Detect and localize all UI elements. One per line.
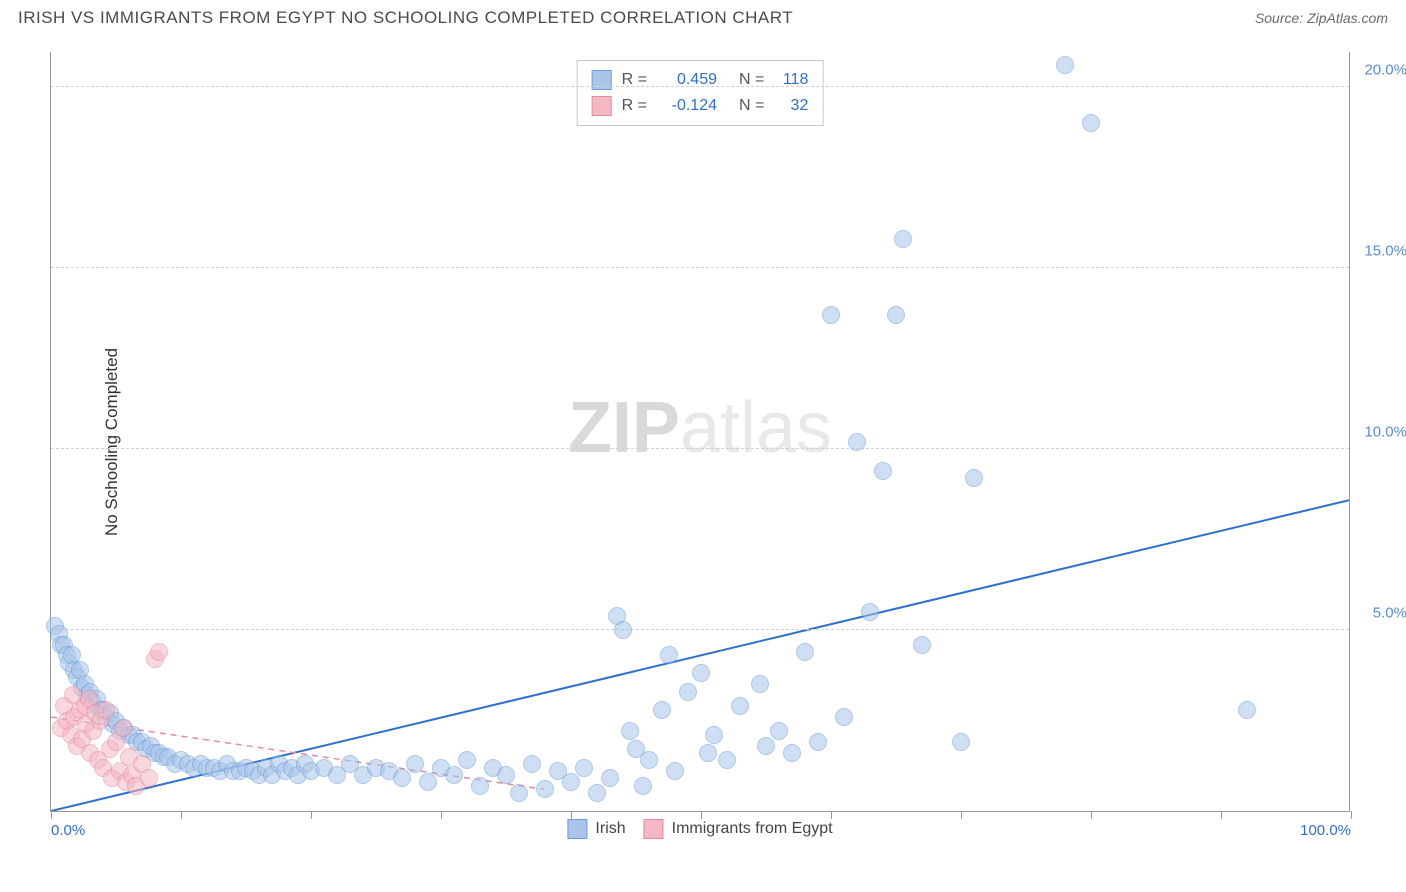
- legend-series: Irish Immigrants from Egypt: [567, 819, 832, 839]
- x-tick: [311, 811, 312, 819]
- data-point: [692, 664, 710, 682]
- data-point: [848, 433, 866, 451]
- data-point: [97, 701, 115, 719]
- data-point: [497, 766, 515, 784]
- x-tick: [1221, 811, 1222, 819]
- x-tick: [1091, 811, 1092, 819]
- data-point: [1238, 701, 1256, 719]
- chart-container: No Schooling Completed ZIPatlas R = 0.45…: [50, 42, 1390, 842]
- r-value-irish: 0.459: [657, 67, 717, 93]
- data-point: [523, 755, 541, 773]
- data-point: [770, 722, 788, 740]
- data-point: [621, 722, 639, 740]
- y-tick-label: 20.0%: [1364, 62, 1406, 79]
- n-value-egypt: 32: [774, 93, 808, 119]
- data-point: [874, 462, 892, 480]
- legend-correlation: R = 0.459 N = 118 R = -0.124 N = 32: [577, 60, 824, 126]
- data-point: [952, 733, 970, 751]
- grid-line: [51, 629, 1349, 630]
- data-point: [406, 755, 424, 773]
- data-point: [861, 603, 879, 621]
- x-tick: [571, 811, 572, 819]
- y-tick-label: 5.0%: [1373, 605, 1406, 622]
- x-tick-label: 0.0%: [51, 822, 85, 839]
- x-tick: [1351, 811, 1352, 819]
- data-point: [1082, 114, 1100, 132]
- data-point: [640, 751, 658, 769]
- data-point: [634, 777, 652, 795]
- x-tick: [181, 811, 182, 819]
- data-point: [705, 726, 723, 744]
- grid-line: [51, 448, 1349, 449]
- data-point: [796, 643, 814, 661]
- data-point: [965, 469, 983, 487]
- data-point: [536, 780, 554, 798]
- r-value-egypt: -0.124: [657, 93, 717, 119]
- data-point: [562, 773, 580, 791]
- data-point: [510, 784, 528, 802]
- data-point: [679, 683, 697, 701]
- x-tick: [51, 811, 52, 819]
- chart-title: IRISH VS IMMIGRANTS FROM EGYPT NO SCHOOL…: [18, 8, 793, 28]
- x-tick: [961, 811, 962, 819]
- x-tick: [441, 811, 442, 819]
- n-value-irish: 118: [774, 67, 808, 93]
- data-point: [835, 708, 853, 726]
- data-point: [809, 733, 827, 751]
- plot-area: ZIPatlas R = 0.459 N = 118 R = -0.124 N …: [50, 52, 1350, 812]
- data-point: [666, 762, 684, 780]
- source-label: Source: ZipAtlas.com: [1255, 10, 1388, 26]
- y-tick-label: 15.0%: [1364, 243, 1406, 260]
- legend-item-egypt: Immigrants from Egypt: [644, 819, 833, 839]
- x-tick: [831, 811, 832, 819]
- data-point: [114, 719, 132, 737]
- legend-item-irish: Irish: [567, 819, 625, 839]
- swatch-egypt: [592, 96, 612, 116]
- data-point: [751, 675, 769, 693]
- grid-line: [51, 267, 1349, 268]
- data-point: [718, 751, 736, 769]
- swatch-irish-bottom: [567, 819, 587, 839]
- legend-row-irish: R = 0.459 N = 118: [592, 67, 809, 93]
- data-point: [783, 744, 801, 762]
- data-point: [660, 646, 678, 664]
- chart-header: IRISH VS IMMIGRANTS FROM EGYPT NO SCHOOL…: [0, 0, 1406, 32]
- data-point: [913, 636, 931, 654]
- data-point: [822, 306, 840, 324]
- data-point: [419, 773, 437, 791]
- data-point: [471, 777, 489, 795]
- data-point: [445, 766, 463, 784]
- y-tick-label: 10.0%: [1364, 424, 1406, 441]
- data-point: [575, 759, 593, 777]
- data-point: [887, 306, 905, 324]
- data-point: [150, 643, 168, 661]
- data-point: [699, 744, 717, 762]
- swatch-egypt-bottom: [644, 819, 664, 839]
- data-point: [393, 769, 411, 787]
- data-point: [757, 737, 775, 755]
- data-point: [614, 621, 632, 639]
- data-point: [588, 784, 606, 802]
- legend-row-egypt: R = -0.124 N = 32: [592, 93, 809, 119]
- grid-line: [51, 86, 1349, 87]
- data-point: [894, 230, 912, 248]
- x-tick-label: 100.0%: [1300, 822, 1351, 839]
- watermark: ZIPatlas: [568, 386, 832, 468]
- trend-lines: [51, 52, 1349, 811]
- x-tick: [701, 811, 702, 819]
- data-point: [653, 701, 671, 719]
- data-point: [458, 751, 476, 769]
- data-point: [731, 697, 749, 715]
- data-point: [140, 769, 158, 787]
- data-point: [601, 769, 619, 787]
- data-point: [1056, 56, 1074, 74]
